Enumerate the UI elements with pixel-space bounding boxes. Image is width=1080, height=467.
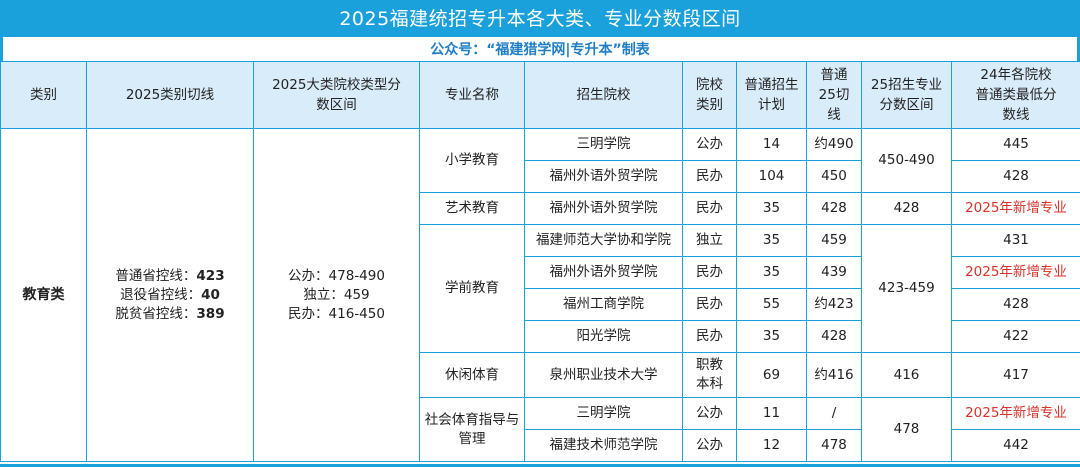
school-cell: 福州工商学院	[524, 288, 683, 321]
range25-cell: 450-490	[861, 128, 952, 193]
school-type-cell: 独立	[682, 224, 737, 257]
table-row: 福建技术师范学院 公办 12 478 442	[1, 429, 1080, 462]
cut25-cell: 约416	[806, 352, 862, 398]
range25-cell: 416	[861, 352, 952, 398]
school-cell: 泉州职业技术大学	[524, 352, 683, 398]
school-cell: 福建技术师范学院	[524, 429, 683, 462]
header-school: 招生院校	[524, 61, 683, 129]
cut25-cell: 439	[806, 256, 862, 289]
category-cutoffs: 普通省控线：423 退役省控线：40 脱贫省控线：389	[86, 128, 254, 462]
min24-cell: 417	[951, 352, 1080, 398]
min24-cell: 442	[951, 429, 1080, 462]
header-range-by-type: 2025大类院校类型分数区间	[253, 61, 420, 129]
school-cell: 福州外语外贸学院	[524, 256, 683, 289]
min24-cell: 428	[951, 288, 1080, 321]
header-school-type: 院校类别	[682, 61, 737, 129]
table-row: 艺术教育 福州外语外贸学院 民办 35 428 428 2025年新增专业	[1, 192, 1080, 225]
min24-cell: 445	[951, 128, 1080, 161]
min24-cell-new: 2025年新增专业	[951, 397, 1080, 430]
school-type-cell: 民办	[682, 256, 737, 289]
header-plan: 普通招生计划	[736, 61, 807, 129]
cut25-cell: 450	[806, 160, 862, 193]
school-type-cell: 民办	[682, 288, 737, 321]
table-row: 社会体育指导与管理 三明学院 公办 11 / 478 2025年新增专业	[1, 397, 1080, 462]
school-type-cell: 职教本科	[682, 352, 737, 398]
cutoff-line: 退役省控线：40	[120, 286, 220, 303]
cut25-cell: 约423	[806, 288, 862, 321]
table-row: 阳光学院 民办 35 428 422	[1, 320, 1080, 353]
type-range-line: 民办：416-450	[288, 305, 385, 322]
header-cutoff-2025: 2025类别切线	[86, 61, 254, 129]
min24-cell-new: 2025年新增专业	[951, 192, 1080, 225]
plan-cell: 69	[736, 352, 807, 398]
type-ranges: 公办：478-490 独立：459 民办：416-450	[253, 128, 420, 462]
plan-cell: 14	[736, 128, 807, 161]
table-header: 类别 2025类别切线 2025大类院校类型分数区间 专业名称 招生院校 院校类…	[0, 61, 1080, 129]
major-cell: 社会体育指导与管理	[419, 397, 525, 462]
table-row: 学前教育 福建师范大学协和学院 独立 35 459 423-459 431	[1, 224, 1080, 353]
school-type-cell: 民办	[682, 160, 737, 193]
cut25-cell: 459	[806, 224, 862, 257]
category-cell: 教育类	[0, 128, 87, 462]
plan-cell: 35	[736, 224, 807, 257]
range25-cell: 423-459	[861, 224, 952, 353]
range25-cell: 428	[861, 192, 952, 225]
cutoff-line: 普通省控线：423	[115, 267, 225, 284]
bottom-border	[0, 464, 1080, 467]
min24-cell: 431	[951, 224, 1080, 257]
school-cell: 福建师范大学协和学院	[524, 224, 683, 257]
school-type-cell: 公办	[682, 429, 737, 462]
school-cell: 三明学院	[524, 128, 683, 161]
type-range-line: 独立：459	[303, 286, 370, 303]
range25-cell: 478	[861, 397, 952, 462]
min24-cell: 422	[951, 320, 1080, 353]
table-body: 教育类 普通省控线：423 退役省控线：40 脱贫省控线：389 公办：478-…	[0, 128, 1080, 462]
plan-cell: 55	[736, 288, 807, 321]
school-type-cell: 公办	[682, 397, 737, 430]
header-cut25: 普通25切线	[806, 61, 862, 129]
header-major: 专业名称	[419, 61, 525, 129]
header-range25: 25招生专业分数区间	[861, 61, 952, 129]
plan-cell: 104	[736, 160, 807, 193]
table-row: 福州外语外贸学院 民办 35 439 2025年新增专业	[1, 256, 1080, 289]
table-row: 福州外语外贸学院 民办 104 450 428	[1, 160, 1080, 193]
major-cell: 艺术教育	[419, 192, 525, 225]
header-min24: 24年各院校普通类最低分数线	[951, 61, 1080, 129]
cut25-cell: 428	[806, 320, 862, 353]
plan-cell: 12	[736, 429, 807, 462]
major-cell: 学前教育	[419, 224, 525, 353]
score-table: 类别 2025类别切线 2025大类院校类型分数区间 专业名称 招生院校 院校类…	[0, 61, 1080, 462]
school-type-cell: 公办	[682, 128, 737, 161]
plan-cell: 35	[736, 256, 807, 289]
school-cell: 福州外语外贸学院	[524, 160, 683, 193]
cut25-cell: 428	[806, 192, 862, 225]
plan-cell: 11	[736, 397, 807, 430]
cut25-cell: /	[806, 397, 862, 430]
cut25-cell: 约490	[806, 128, 862, 161]
major-cell: 休闲体育	[419, 352, 525, 398]
table-row: 教育类 普通省控线：423 退役省控线：40 脱贫省控线：389 公办：478-…	[0, 128, 1080, 462]
major-cell: 小学教育	[419, 128, 525, 193]
min24-cell: 428	[951, 160, 1080, 193]
school-cell: 三明学院	[524, 397, 683, 430]
plan-cell: 35	[736, 320, 807, 353]
cutoff-line: 脱贫省控线：389	[115, 305, 225, 322]
page-subtitle: 公众号：“福建猎学网|专升本”制表	[0, 35, 1080, 61]
school-type-cell: 民办	[682, 192, 737, 225]
cut25-cell: 478	[806, 429, 862, 462]
type-range-line: 公办：478-490	[288, 267, 385, 284]
school-cell: 阳光学院	[524, 320, 683, 353]
school-type-cell: 民办	[682, 320, 737, 353]
plan-cell: 35	[736, 192, 807, 225]
min24-cell-new: 2025年新增专业	[951, 256, 1080, 289]
table-row: 福州工商学院 民办 55 约423 428	[1, 288, 1080, 321]
page-title: 2025福建统招专升本各大类、专业分数段区间	[0, 0, 1080, 35]
header-category: 类别	[0, 61, 87, 129]
school-cell: 福州外语外贸学院	[524, 192, 683, 225]
